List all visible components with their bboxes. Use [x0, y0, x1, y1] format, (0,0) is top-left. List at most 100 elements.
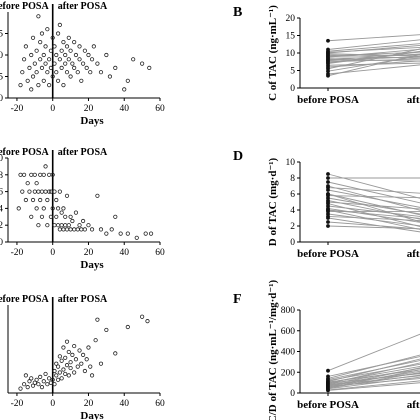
y-tick-label: 2	[0, 221, 3, 231]
data-point	[79, 227, 84, 232]
data-point	[122, 87, 127, 92]
data-point	[63, 355, 68, 360]
y-axis-label: C of TAC (ng·mL⁻¹)	[267, 5, 279, 101]
data-point	[61, 206, 66, 211]
data-point	[134, 235, 139, 240]
data-point	[95, 193, 100, 198]
data-point	[57, 57, 62, 62]
paired-line	[327, 382, 420, 391]
data-point	[41, 78, 46, 83]
y-tick-label: 5	[290, 67, 295, 77]
y-tick-label: 8	[290, 174, 295, 184]
data-point	[70, 61, 75, 66]
data-point	[79, 361, 84, 366]
data-point	[75, 364, 80, 369]
x-tick-label: 60	[155, 104, 165, 114]
data-point	[55, 364, 61, 369]
paired-line	[327, 207, 420, 223]
data-point	[68, 365, 73, 371]
data-point	[27, 379, 32, 384]
data-point	[57, 370, 62, 375]
data-point	[16, 206, 21, 211]
data-point	[48, 65, 54, 71]
data-point	[66, 35, 71, 40]
paired-line	[327, 372, 420, 389]
data-point	[39, 65, 45, 71]
data-point	[30, 383, 36, 388]
data-point	[86, 223, 91, 228]
paired-line	[327, 213, 420, 227]
data-point	[30, 35, 36, 40]
data-point	[61, 83, 66, 88]
data-point	[54, 70, 59, 75]
data-point	[50, 74, 55, 79]
data-point	[72, 370, 77, 375]
paired-line	[327, 362, 420, 385]
data-point	[89, 373, 95, 378]
data-point	[77, 223, 82, 228]
annotation-before-posa: before POSA	[0, 294, 49, 305]
data-point	[54, 197, 59, 203]
data-point	[48, 214, 54, 219]
data-point	[50, 206, 55, 211]
x-tick-label: 40	[119, 399, 129, 409]
y-tick-label: 8	[0, 171, 3, 181]
data-point	[55, 223, 61, 228]
data-point	[43, 44, 48, 49]
data-point	[70, 352, 75, 357]
data-point	[73, 210, 79, 215]
data-point	[75, 227, 80, 232]
x-axis-label: Days	[80, 115, 104, 127]
data-point	[57, 227, 62, 232]
paired-line	[327, 197, 420, 215]
data-point	[59, 210, 64, 215]
y-tick-label: 6	[0, 188, 3, 198]
x-category-label: after POSA	[407, 94, 420, 106]
data-point	[38, 39, 43, 45]
annotation-after-posa: after POSA	[58, 147, 108, 158]
data-point	[34, 181, 39, 186]
y-tick-label: 800	[281, 306, 296, 316]
data-point	[148, 231, 154, 236]
data-point	[50, 377, 55, 382]
x-category-label: after POSA	[407, 248, 420, 260]
y-tick-label: 4	[0, 204, 3, 214]
data-point	[68, 214, 73, 219]
before-point	[326, 216, 330, 220]
panel-f: 0 200 400 600 800 before POSA after POSA C/D of…	[233, 279, 420, 420]
data-point	[25, 385, 30, 390]
paired-line	[327, 39, 420, 50]
data-point	[63, 61, 68, 66]
data-point	[32, 61, 37, 66]
data-point	[118, 231, 123, 236]
before-point	[326, 188, 330, 192]
data-point	[23, 44, 28, 49]
data-point	[140, 314, 145, 319]
data-point	[43, 61, 48, 66]
data-point	[41, 206, 46, 211]
data-point	[29, 172, 34, 177]
annotation-after-posa: after POSA	[58, 294, 108, 305]
data-point	[59, 376, 64, 381]
data-point	[98, 361, 104, 366]
data-point	[63, 371, 68, 377]
data-point	[54, 52, 59, 58]
data-point	[47, 376, 52, 381]
data-point	[27, 189, 32, 194]
paired-line	[327, 367, 420, 388]
data-point	[55, 206, 61, 211]
data-point	[147, 65, 152, 71]
data-point	[81, 61, 86, 66]
x-tick-label: 20	[84, 248, 94, 258]
data-point	[68, 74, 73, 79]
panel-a: 0 5 10 15 -20 0 20 40 60 before POSA after POSA Day…	[0, 1, 165, 127]
x-tick-label: -20	[11, 104, 24, 114]
data-point	[32, 189, 37, 194]
data-point	[30, 197, 36, 203]
data-point	[34, 70, 39, 75]
data-point	[59, 65, 64, 71]
paired-line	[327, 195, 420, 199]
data-point	[52, 61, 57, 66]
x-axis-label: Days	[80, 410, 104, 420]
